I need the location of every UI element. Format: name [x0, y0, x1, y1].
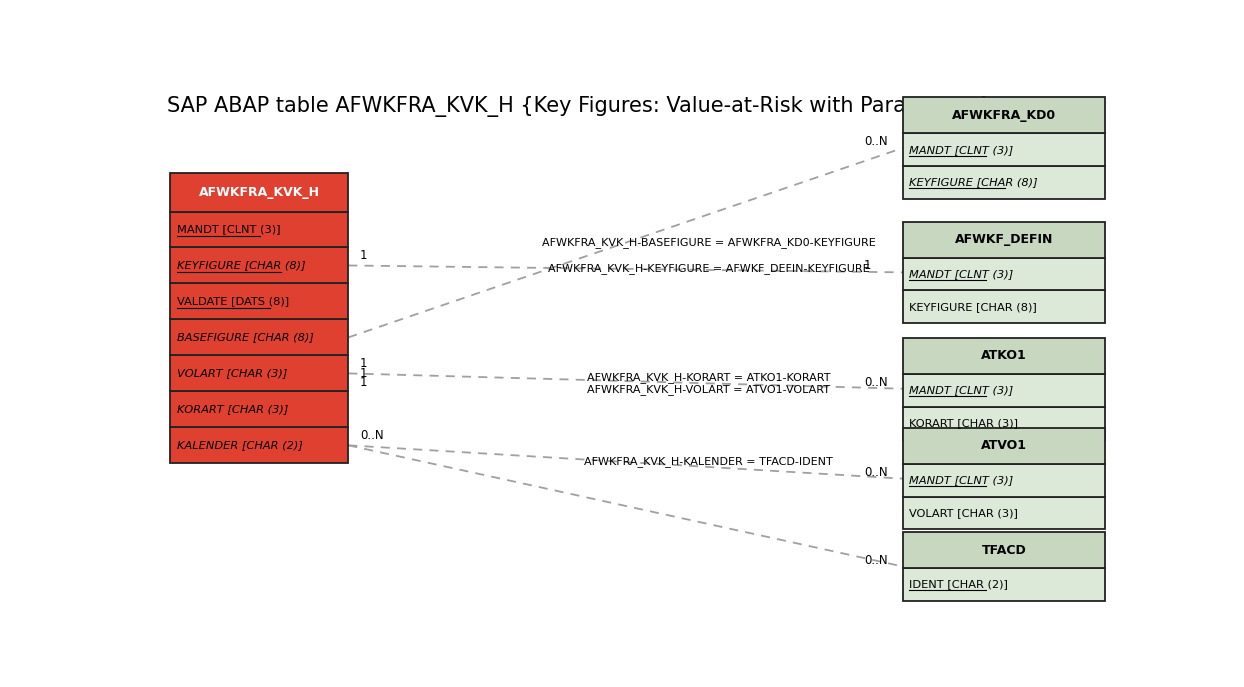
- Text: AFWKFRA_KD0: AFWKFRA_KD0: [952, 109, 1056, 122]
- Text: BASEFIGURE [CHAR (8)]: BASEFIGURE [CHAR (8)]: [177, 333, 313, 342]
- Text: VOLART [CHAR (3)]: VOLART [CHAR (3)]: [177, 368, 287, 379]
- Text: MANDT [CLNT (3)]: MANDT [CLNT (3)]: [909, 145, 1014, 155]
- Text: KEYFIGURE [CHAR (8)]: KEYFIGURE [CHAR (8)]: [177, 260, 305, 271]
- Text: AFWKF_DEFIN: AFWKF_DEFIN: [954, 233, 1054, 246]
- Text: MANDT [CLNT (3)]: MANDT [CLNT (3)]: [177, 225, 280, 234]
- Text: KORART [CHAR (3)]: KORART [CHAR (3)]: [177, 405, 289, 414]
- Text: AFWKFRA_KVK_H-BASEFIGURE = AFWKFRA_KD0-KEYFIGURE: AFWKFRA_KVK_H-BASEFIGURE = AFWKFRA_KD0-K…: [542, 237, 876, 248]
- Text: ATKO1: ATKO1: [982, 350, 1026, 363]
- Text: AFWKFRA_KVK_H-KORART = ATKO1-KORART: AFWKFRA_KVK_H-KORART = ATKO1-KORART: [587, 372, 831, 383]
- Text: MANDT [CLNT (3)]: MANDT [CLNT (3)]: [909, 475, 1014, 485]
- Bar: [903, 338, 1105, 374]
- Bar: [903, 166, 1105, 199]
- Bar: [170, 319, 348, 355]
- Bar: [170, 427, 348, 463]
- Text: IDENT [CHAR (2)]: IDENT [CHAR (2)]: [909, 579, 1009, 589]
- Bar: [170, 173, 348, 212]
- Text: VALDATE [DATS (8)]: VALDATE [DATS (8)]: [177, 297, 289, 306]
- Text: 0..N: 0..N: [865, 466, 888, 479]
- Text: AFWKFRA_KVK_H-VOLART = ATVO1-VOLART: AFWKFRA_KVK_H-VOLART = ATVO1-VOLART: [587, 384, 830, 395]
- Text: KEYFIGURE [CHAR (8)]: KEYFIGURE [CHAR (8)]: [909, 302, 1037, 312]
- Bar: [903, 428, 1105, 464]
- Bar: [903, 497, 1105, 530]
- Text: 0..N: 0..N: [360, 429, 383, 442]
- Text: KORART [CHAR (3)]: KORART [CHAR (3)]: [909, 418, 1019, 428]
- Text: 1: 1: [360, 249, 367, 262]
- Text: MANDT [CLNT (3)]: MANDT [CLNT (3)]: [909, 269, 1014, 279]
- Text: KEYFIGURE [CHAR (8)]: KEYFIGURE [CHAR (8)]: [909, 177, 1037, 188]
- Bar: [170, 212, 348, 247]
- Text: TFACD: TFACD: [982, 543, 1026, 556]
- Bar: [170, 355, 348, 392]
- Bar: [903, 568, 1105, 601]
- Bar: [903, 98, 1105, 133]
- Bar: [170, 392, 348, 427]
- Text: AFWKFRA_KVK_H-KEYFIGURE = AFWKF_DEFIN-KEYFIGURE: AFWKFRA_KVK_H-KEYFIGURE = AFWKF_DEFIN-KE…: [547, 263, 870, 274]
- Bar: [170, 284, 348, 319]
- Text: 0..N: 0..N: [865, 135, 888, 148]
- Text: ATVO1: ATVO1: [982, 440, 1026, 452]
- Bar: [903, 291, 1105, 323]
- Bar: [903, 464, 1105, 497]
- Text: 0..N: 0..N: [865, 554, 888, 567]
- Text: 1: 1: [360, 376, 367, 390]
- Text: 0..N: 0..N: [865, 376, 888, 389]
- Text: MANDT [CLNT (3)]: MANDT [CLNT (3)]: [909, 385, 1014, 395]
- Text: SAP ABAP table AFWKFRA_KVK_H {Key Figures: Value-at-Risk with Parameters}: SAP ABAP table AFWKFRA_KVK_H {Key Figure…: [167, 95, 993, 117]
- Bar: [903, 133, 1105, 166]
- Bar: [903, 532, 1105, 568]
- Text: KALENDER [CHAR (2)]: KALENDER [CHAR (2)]: [177, 440, 302, 450]
- Bar: [903, 407, 1105, 440]
- Text: VOLART [CHAR (3)]: VOLART [CHAR (3)]: [909, 508, 1019, 518]
- Text: AFWKFRA_KVK_H: AFWKFRA_KVK_H: [199, 186, 320, 199]
- Text: 1: 1: [360, 367, 367, 380]
- Text: 1: 1: [865, 260, 872, 273]
- Bar: [903, 222, 1105, 258]
- Bar: [903, 374, 1105, 407]
- Bar: [170, 247, 348, 284]
- Bar: [903, 258, 1105, 291]
- Text: AFWKFRA_KVK_H-KALENDER = TFACD-IDENT: AFWKFRA_KVK_H-KALENDER = TFACD-IDENT: [585, 457, 833, 467]
- Text: 1: 1: [360, 357, 367, 370]
